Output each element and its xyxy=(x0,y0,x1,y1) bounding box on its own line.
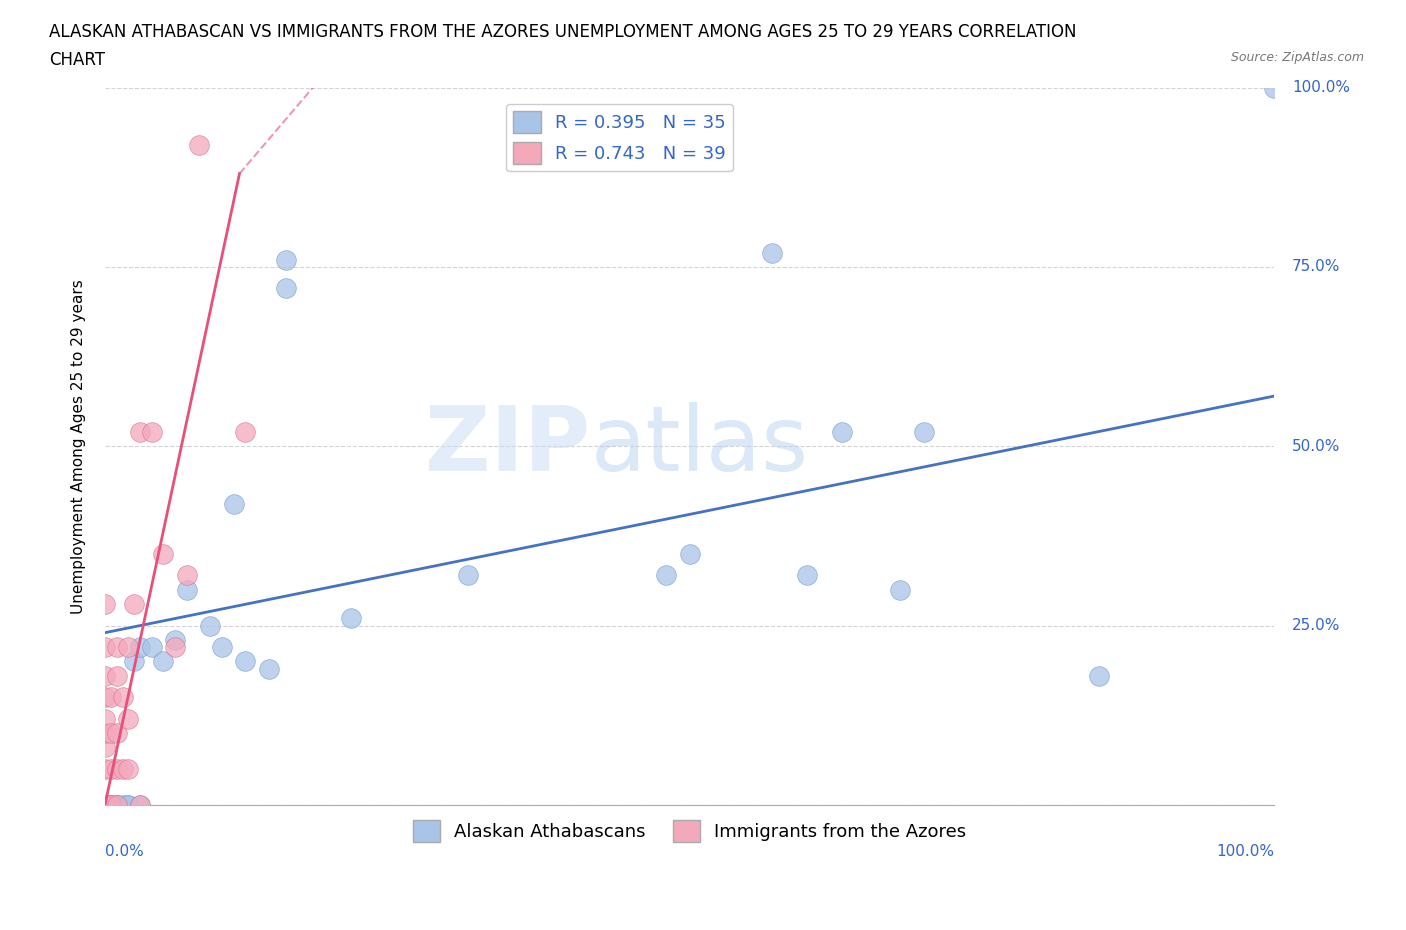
Point xyxy=(94,797,117,812)
Point xyxy=(100,797,122,812)
Point xyxy=(105,725,128,740)
Point xyxy=(100,690,122,705)
Point xyxy=(457,568,479,583)
Point xyxy=(105,797,128,812)
Point xyxy=(176,582,198,597)
Point xyxy=(1263,80,1285,95)
Point xyxy=(200,618,222,633)
Legend: Alaskan Athabascans, Immigrants from the Azores: Alaskan Athabascans, Immigrants from the… xyxy=(405,813,974,850)
Text: atlas: atlas xyxy=(591,402,808,490)
Point xyxy=(94,762,117,777)
Point xyxy=(187,138,209,153)
Point xyxy=(129,797,152,812)
Point xyxy=(94,740,117,755)
Text: 100.0%: 100.0% xyxy=(1292,80,1350,95)
Text: 75.0%: 75.0% xyxy=(1292,259,1340,274)
Point xyxy=(94,797,117,812)
Point xyxy=(141,640,163,655)
Point xyxy=(117,640,139,655)
Text: 50.0%: 50.0% xyxy=(1292,439,1340,454)
Point xyxy=(94,797,117,812)
Text: Source: ZipAtlas.com: Source: ZipAtlas.com xyxy=(1230,51,1364,64)
Point xyxy=(105,797,128,812)
Point xyxy=(100,762,122,777)
Point xyxy=(129,424,152,439)
Point xyxy=(94,797,117,812)
Point xyxy=(111,797,134,812)
Point xyxy=(94,797,117,812)
Point xyxy=(111,690,134,705)
Point xyxy=(889,582,911,597)
Point xyxy=(122,654,145,669)
Point xyxy=(94,596,117,611)
Point xyxy=(105,640,128,655)
Point xyxy=(679,546,702,561)
Point xyxy=(94,797,117,812)
Point xyxy=(111,762,134,777)
Point xyxy=(117,797,139,812)
Point xyxy=(117,797,139,812)
Point xyxy=(117,711,139,726)
Point xyxy=(912,424,935,439)
Point xyxy=(222,496,245,511)
Point xyxy=(94,725,117,740)
Point xyxy=(655,568,678,583)
Point xyxy=(94,797,117,812)
Text: 25.0%: 25.0% xyxy=(1292,618,1340,633)
Point xyxy=(94,797,117,812)
Y-axis label: Unemployment Among Ages 25 to 29 years: Unemployment Among Ages 25 to 29 years xyxy=(72,279,86,614)
Point xyxy=(94,711,117,726)
Point xyxy=(105,669,128,684)
Text: ZIP: ZIP xyxy=(425,402,591,490)
Point xyxy=(122,596,145,611)
Text: 0.0%: 0.0% xyxy=(105,844,143,859)
Point xyxy=(94,669,117,684)
Point xyxy=(129,640,152,655)
Point xyxy=(117,762,139,777)
Point xyxy=(94,640,117,655)
Point xyxy=(165,632,187,647)
Point xyxy=(233,654,256,669)
Point xyxy=(276,281,298,296)
Point xyxy=(141,424,163,439)
Point xyxy=(233,424,256,439)
Text: CHART: CHART xyxy=(49,51,105,69)
Point xyxy=(152,546,174,561)
Point xyxy=(105,762,128,777)
Point xyxy=(761,246,783,260)
Text: ALASKAN ATHABASCAN VS IMMIGRANTS FROM THE AZORES UNEMPLOYMENT AMONG AGES 25 TO 2: ALASKAN ATHABASCAN VS IMMIGRANTS FROM TH… xyxy=(49,23,1077,41)
Point xyxy=(100,725,122,740)
Point xyxy=(94,797,117,812)
Point xyxy=(211,640,233,655)
Point xyxy=(129,797,152,812)
Point xyxy=(100,797,122,812)
Point xyxy=(796,568,818,583)
Point xyxy=(100,797,122,812)
Point xyxy=(257,661,280,676)
Point xyxy=(94,797,117,812)
Point xyxy=(94,690,117,705)
Point xyxy=(339,611,361,626)
Point xyxy=(831,424,853,439)
Text: 100.0%: 100.0% xyxy=(1216,844,1274,859)
Point xyxy=(176,568,198,583)
Point xyxy=(152,654,174,669)
Point xyxy=(165,640,187,655)
Point xyxy=(1088,669,1111,684)
Point xyxy=(105,797,128,812)
Point xyxy=(276,252,298,267)
Point xyxy=(94,797,117,812)
